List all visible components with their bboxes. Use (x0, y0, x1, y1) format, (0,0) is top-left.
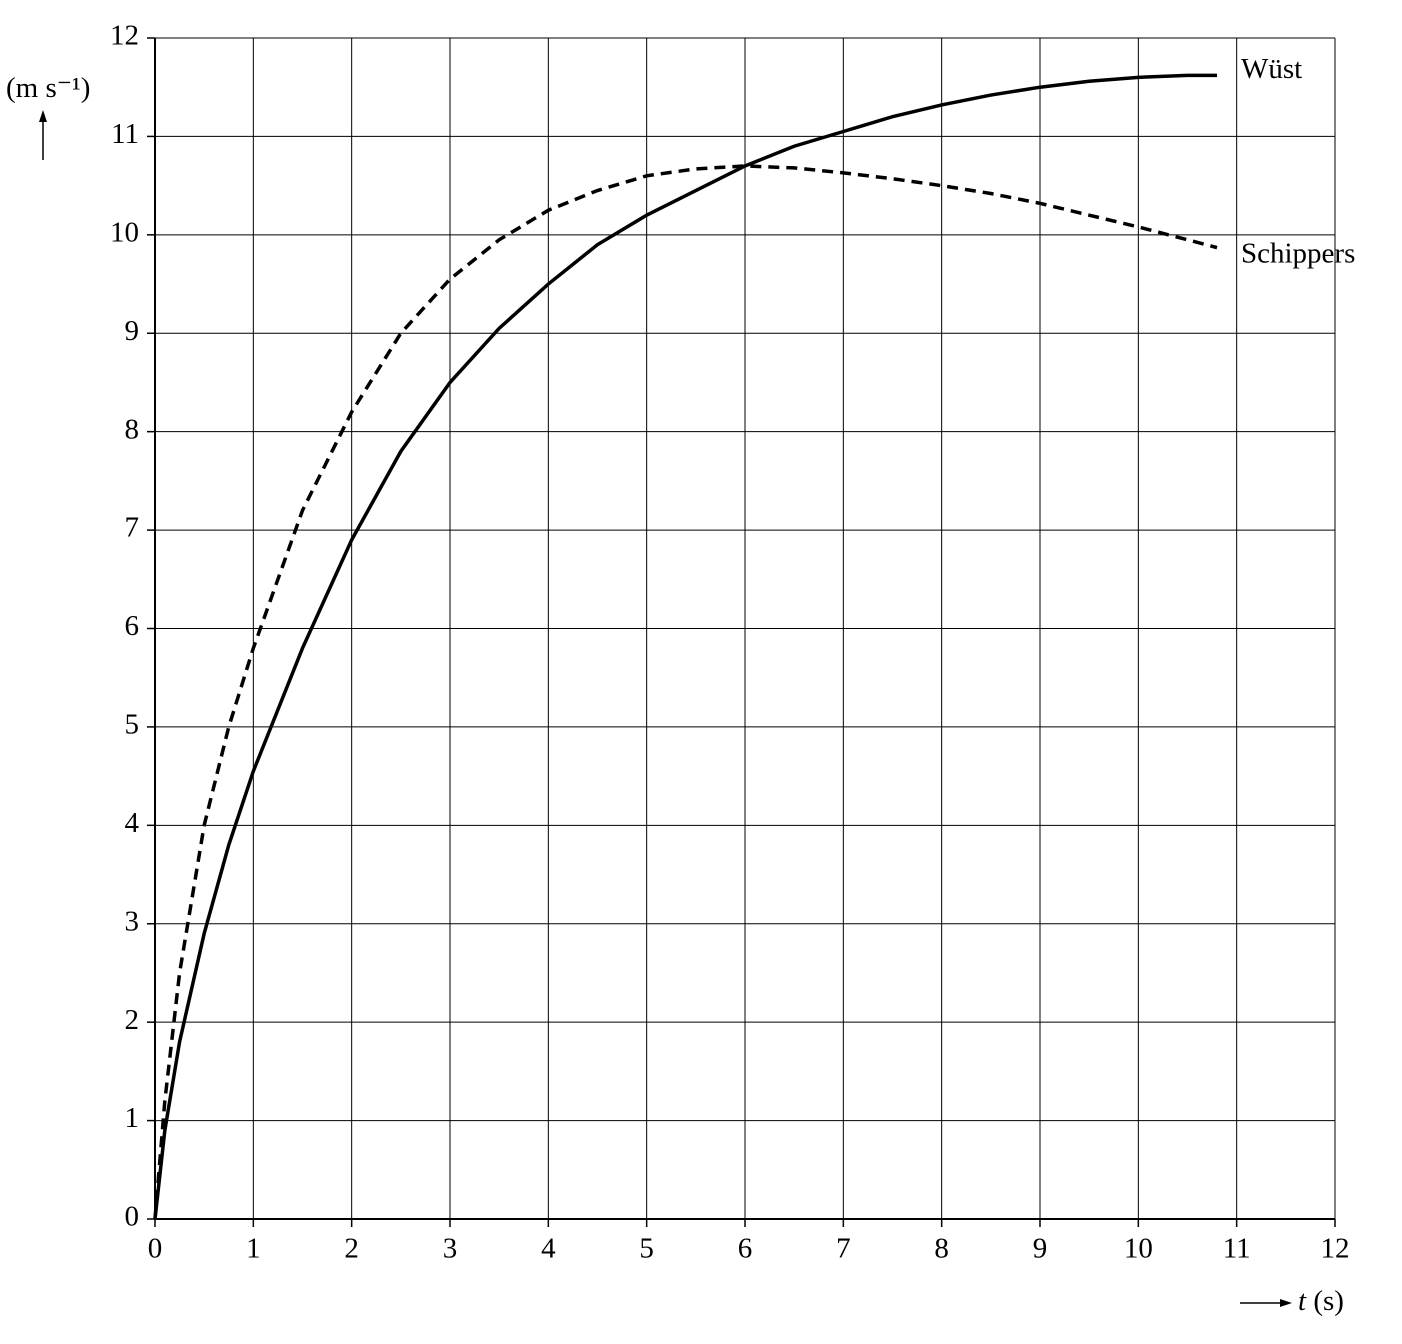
y-tick-label: 3 (125, 905, 140, 937)
x-tick-label: 5 (639, 1233, 654, 1265)
x-tick-label: 1 (246, 1233, 261, 1265)
y-tick-label: 6 (125, 610, 140, 642)
y-arrow-head (39, 110, 47, 122)
series-label: Wüst (1241, 53, 1302, 85)
x-tick-label: 7 (836, 1233, 851, 1265)
y-axis-label: (m s⁻¹) (6, 72, 91, 104)
series-label: Schippers (1241, 237, 1355, 269)
y-tick-label: 0 (125, 1201, 140, 1233)
y-tick-label: 11 (111, 118, 139, 150)
x-tick-label: 2 (344, 1233, 359, 1265)
y-tick-label: 12 (110, 20, 139, 52)
y-tick-label: 2 (125, 1004, 140, 1036)
x-tick-label: 0 (148, 1233, 163, 1265)
x-tick-label: 3 (443, 1233, 458, 1265)
x-tick-label: 8 (934, 1233, 949, 1265)
y-tick-label: 5 (125, 709, 140, 741)
x-tick-label: 4 (541, 1233, 556, 1265)
y-tick-label: 10 (110, 216, 139, 248)
y-tick-label: 1 (125, 1102, 140, 1134)
x-tick-label: 11 (1223, 1233, 1251, 1265)
y-tick-label: 7 (125, 512, 140, 544)
x-tick-label: 10 (1124, 1233, 1153, 1265)
series-line (153, 164, 1218, 1220)
y-tick-label: 4 (125, 807, 140, 839)
x-tick-label: 12 (1321, 1233, 1350, 1265)
y-tick-label: 8 (125, 413, 140, 445)
x-arrow-head (1280, 1299, 1292, 1307)
x-axis-label: t (s) (1298, 1285, 1344, 1317)
series-line (153, 73, 1217, 1220)
x-tick-label: 6 (738, 1233, 753, 1265)
y-tick-label: 9 (125, 315, 140, 347)
x-tick-label: 9 (1033, 1233, 1048, 1265)
